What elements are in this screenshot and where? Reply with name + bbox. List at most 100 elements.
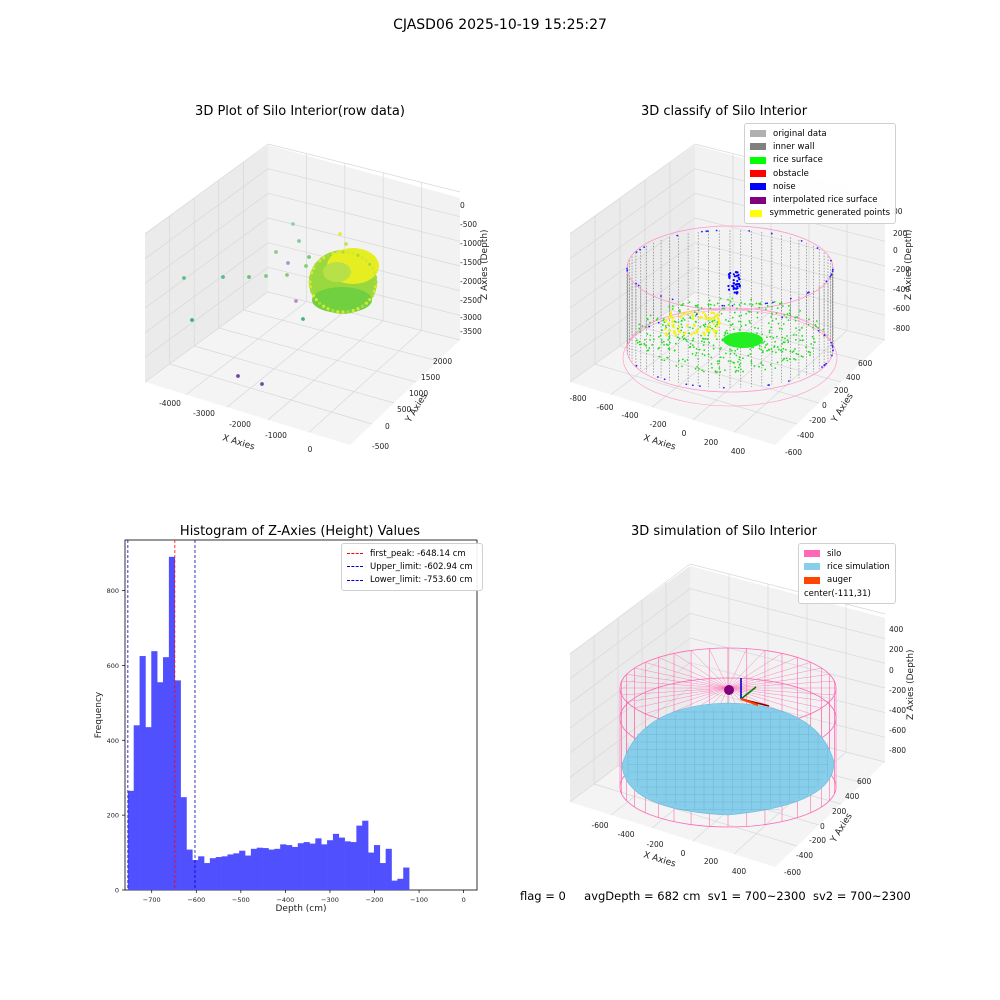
silo-roof-line <box>727 687 835 696</box>
noise-point <box>823 363 826 366</box>
p4-legend-item: center(-111,31) <box>804 587 890 600</box>
rice-surface-point <box>770 348 773 351</box>
rice-surface-point <box>740 325 743 328</box>
hist-legend-line <box>347 579 363 581</box>
rice-surface-point <box>638 327 641 330</box>
p4-y-tick: -200 <box>809 836 826 845</box>
p4-z-tick: -200 <box>889 686 906 695</box>
raw-data-3d-plot: -4000 -3000 -2000 -1000 0 -500 0 500 1000 1500 20… <box>144 143 490 454</box>
rice-surface-point <box>788 358 791 360</box>
rice-surface-point <box>651 343 654 346</box>
rice-surface-point <box>657 347 660 350</box>
rice-surface-point <box>684 360 686 363</box>
hist-bar <box>274 848 281 890</box>
symmetric-point <box>671 320 674 323</box>
noise-point <box>626 268 628 270</box>
p4-z-tick: 200 <box>889 645 904 654</box>
p1-x-tick: -1000 <box>265 431 287 440</box>
rice-surface-point <box>723 307 726 310</box>
panel3-title: Histogram of Z-Axies (Height) Values <box>179 524 421 539</box>
raw-point <box>304 264 308 268</box>
symmetric-point <box>716 325 719 328</box>
rice-surface-point <box>730 349 733 352</box>
rice-surface-point <box>676 336 679 339</box>
rice-surface-point <box>680 329 683 332</box>
rice-surface-point <box>740 368 742 371</box>
rice-surface-point <box>673 349 676 352</box>
rice-surface-point <box>694 314 697 317</box>
hist-bar <box>233 853 240 890</box>
rice-surface-point <box>638 343 641 346</box>
rice-surface-point <box>801 335 804 337</box>
hist-y-tick: 200 <box>107 812 119 820</box>
noise-point <box>729 272 732 275</box>
raw-surface-point <box>308 275 313 279</box>
raw-point <box>247 275 251 279</box>
flag-text: flag = 0 <box>520 889 566 903</box>
rice-surface-point <box>700 334 702 337</box>
symmetric-point <box>710 317 713 321</box>
hist-bar <box>327 840 334 890</box>
hist-y-tick: 600 <box>107 662 119 670</box>
rice-surface-point <box>809 354 811 357</box>
rice-surface-point <box>756 332 758 335</box>
raw-surface-point <box>322 304 326 308</box>
raw-surface-bottom <box>312 287 372 313</box>
rice-surface-point <box>811 335 814 338</box>
rice-surface-point <box>767 348 770 351</box>
raw-point <box>286 261 290 265</box>
p1-z-tick: -3000 <box>460 313 482 322</box>
symmetric-point <box>667 316 671 319</box>
rice-surface-point <box>638 323 641 326</box>
rice-surface-point <box>736 307 738 310</box>
rice-surface-point <box>794 348 796 350</box>
p2-legend-label: inner wall <box>773 141 815 152</box>
p2-legend-label: obstacle <box>773 168 809 179</box>
rice-surface-point <box>724 369 726 372</box>
symmetric-point <box>701 311 705 314</box>
hist-bar <box>268 849 275 890</box>
rice-surface-point <box>729 352 732 355</box>
rice-surface-point <box>668 305 671 308</box>
symmetric-point <box>680 312 684 315</box>
rice-surface-point <box>805 346 807 349</box>
rice-surface-point <box>696 306 699 309</box>
rice-surface-point <box>794 358 797 361</box>
rice-surface-point <box>681 335 684 338</box>
hist-bar <box>239 850 246 890</box>
symmetric-point <box>683 331 687 335</box>
noise-point <box>831 270 834 273</box>
raw-surface-point <box>373 285 378 289</box>
noise-point <box>706 230 709 232</box>
rice-surface-point <box>666 356 669 359</box>
symmetric-point <box>706 330 709 333</box>
noise-point <box>825 280 828 283</box>
p2-y-tick: -400 <box>797 431 814 440</box>
rice-surface-point <box>776 307 779 310</box>
hist-legend-line <box>347 553 363 555</box>
rice-surface-point <box>738 328 741 331</box>
raw-surface-point <box>351 308 355 313</box>
p2-y-tick: 200 <box>834 386 849 395</box>
symmetric-point <box>678 330 682 334</box>
rice-surface-point <box>636 341 639 344</box>
raw-surface-inner <box>323 262 351 282</box>
hist-legend: first_peak: -648.14 cm Upper_limit: -602.… <box>341 543 483 591</box>
rice-surface-point <box>663 359 666 362</box>
symmetric-point <box>691 314 694 317</box>
p4-x-tick: 400 <box>732 867 747 876</box>
noise-point <box>831 354 833 357</box>
rice-surface-point <box>716 302 719 305</box>
symmetric-point <box>716 313 720 316</box>
rice-surface-point <box>750 360 753 363</box>
p2-x-tick: 400 <box>731 447 746 456</box>
rice-surface-point <box>698 348 701 351</box>
rice-surface-point <box>646 349 649 352</box>
hist-bar <box>221 856 228 890</box>
rice-surface-point <box>801 327 803 329</box>
noise-point <box>821 366 823 368</box>
sv1-text: sv1 = 700~2300 <box>707 889 806 903</box>
rice-surface-point <box>791 351 794 354</box>
noise-point <box>766 302 769 305</box>
rice-surface-point <box>719 371 722 373</box>
